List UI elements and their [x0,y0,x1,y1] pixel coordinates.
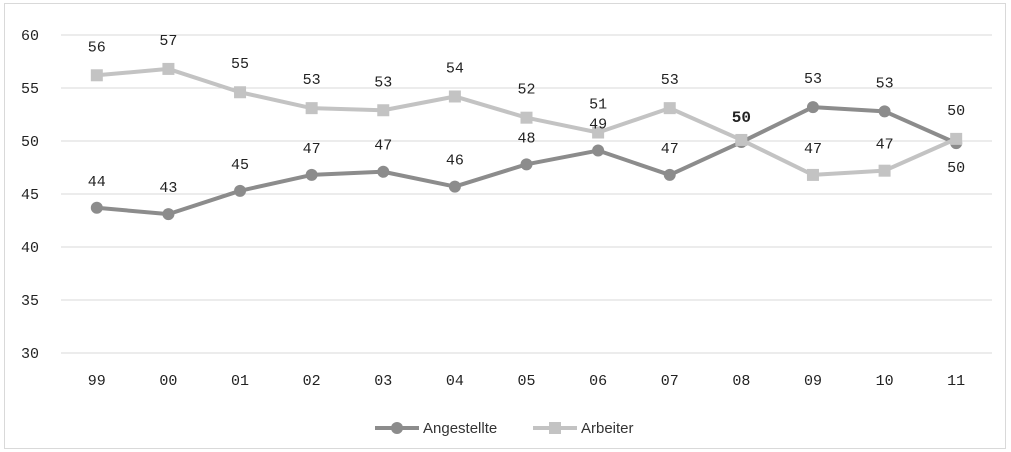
x-tick-label: 08 [732,373,750,390]
chart-frame: 30 35 40 45 50 55 60 99 00 01 02 03 04 05 06 07 08 09 10 11… [4,3,1006,449]
data-point [234,184,247,197]
data-label: 51 [589,97,607,114]
data-label: 49 [589,117,607,134]
y-tick-label: 40 [21,240,39,257]
data-point [162,62,175,75]
data-label: 53 [374,74,392,91]
data-point [520,158,533,171]
x-tick-label: 00 [159,373,177,390]
x-tick-label: 02 [303,373,321,390]
legend-entry: Angestellte [423,420,497,437]
data-label: 54 [446,60,464,77]
data-point [520,111,533,124]
x-tick-label: 99 [88,373,106,390]
data-label: 57 [159,33,177,50]
data-point [90,201,103,214]
legend-marker [549,422,561,434]
data-point [448,180,461,193]
y-tick-label: 50 [21,134,39,151]
data-point [592,126,605,139]
x-tick-label: 01 [231,373,249,390]
data-point [377,104,390,117]
data-label: 46 [446,153,464,170]
data-point [377,165,390,178]
x-tick-label: 10 [876,373,894,390]
y-tick-label: 30 [21,346,39,363]
legend-marker [391,422,403,434]
data-point [448,90,461,103]
data-label: 47 [661,141,679,158]
x-tick-label: 06 [589,373,607,390]
legend-entry: Arbeiter [581,420,634,437]
data-label: 47 [876,137,894,154]
data-label: 53 [876,75,894,92]
data-label: 48 [517,130,535,147]
data-label: 45 [231,157,249,174]
y-tick-label: 60 [21,28,39,45]
x-tick-label: 07 [661,373,679,390]
data-point [663,168,676,181]
data-point [592,144,605,157]
gridlines [61,34,992,354]
x-tick-label: 05 [517,373,535,390]
data-point [735,133,748,146]
data-labels: 44 56 43 57 45 55 47 53 47 53 46 54 48 52 49 51 47 53 50 50… [88,33,965,197]
data-point [806,168,819,181]
data-label: 47 [374,138,392,155]
series-lines [90,62,963,221]
data-point [950,132,963,145]
data-label: 50 [732,109,751,127]
data-label: 44 [88,174,106,191]
data-label: 47 [303,141,321,158]
data-label: 53 [303,72,321,89]
data-point [878,105,891,118]
data-point [305,168,318,181]
data-label: 55 [231,56,249,73]
data-label: 53 [661,72,679,89]
data-point [162,208,175,221]
data-label: 53 [804,71,822,88]
line-chart: 30 35 40 45 50 55 60 99 00 01 02 03 04 05 06 07 08 09 10 11… [21,28,992,437]
data-point [663,102,676,115]
x-tick-label: 04 [446,373,464,390]
data-label: 56 [88,39,106,56]
data-point [878,164,891,177]
data-label: 43 [159,180,177,197]
axes: 30 35 40 45 50 55 60 99 00 01 02 03 04 05 06 07 08 09 10 11 [21,28,965,390]
x-tick-label: 03 [374,373,392,390]
y-tick-label: 45 [21,187,39,204]
y-tick-label: 35 [21,293,39,310]
data-label: 47 [804,141,822,158]
data-point [234,86,247,99]
data-label: 50 [947,160,965,177]
legend: Angestellte Arbeiter [375,420,634,437]
y-tick-label: 55 [21,81,39,98]
x-tick-label: 11 [947,373,965,390]
data-point [806,101,819,114]
x-tick-label: 09 [804,373,822,390]
data-label: 52 [517,82,535,99]
data-point [305,102,318,115]
data-point [90,69,103,82]
data-label: 50 [947,103,965,120]
